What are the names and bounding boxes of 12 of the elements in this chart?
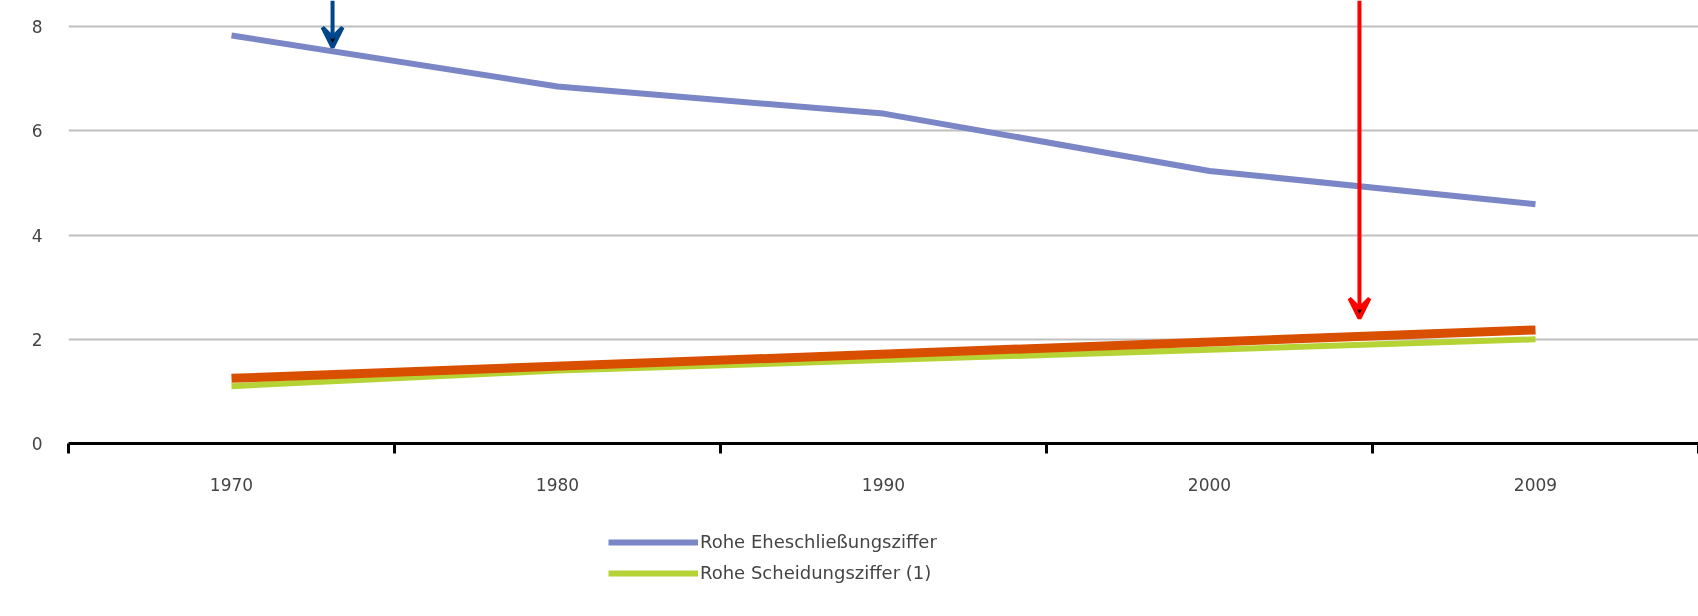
x-tick-label: 2000 (1187, 474, 1232, 495)
y-tick-label: 8 (31, 17, 43, 38)
y-tick-label: 0 (31, 434, 43, 454)
y-tick-label: 6 (31, 121, 43, 142)
x-tick-label: 2009 (1513, 474, 1558, 495)
x-tick-label: 1990 (861, 474, 906, 495)
x-tick-label: 1980 (535, 474, 580, 495)
legend-label: Rohe Eheschließungsziffer (700, 531, 937, 552)
x-tick-label: 1970 (209, 474, 254, 495)
y-tick-label: 2 (31, 329, 43, 350)
y-tick-label: 4 (31, 225, 43, 246)
legend-label: Rohe Scheidungsziffer (1) (700, 562, 932, 583)
